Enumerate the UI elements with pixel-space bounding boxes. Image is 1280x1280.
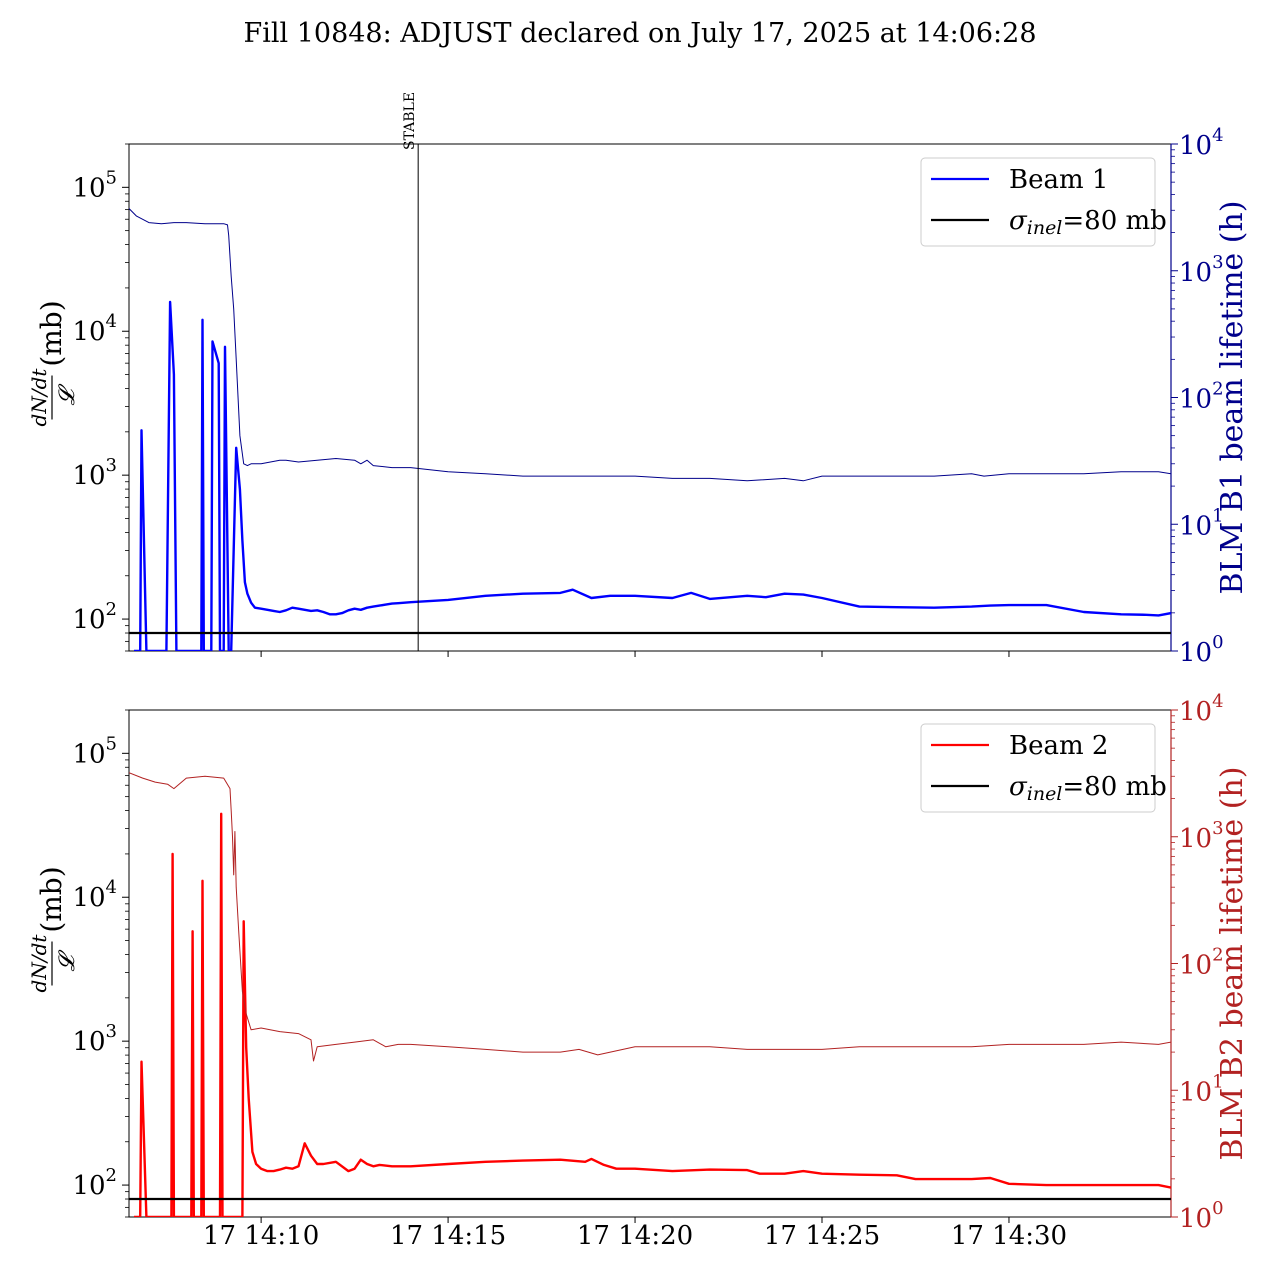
right-y-axis-label: BLM B2 beam lifetime (h) [1215,767,1250,1161]
left-y-tick-label: 104 [72,877,117,913]
legend-label-sigma: σinel=80 mb [1009,206,1167,239]
right-y-axis-label: BLM B1 beam lifetime (h) [1215,201,1250,595]
x-tick-label: 17 14:15 [390,1221,506,1251]
legend: Beam 1 σinel=80 mb [920,157,1167,247]
stable-marker-label: STABLE [402,92,418,150]
y-label-unit: (mb) [35,300,68,366]
right-y-tick-label: 104 [1179,691,1224,727]
legend-label-beam: Beam 2 [1009,731,1108,761]
right-y-tick-label: 100 [1179,1198,1224,1234]
lifetime-series-line [129,772,1171,1062]
left-y-tick-label: 105 [72,167,117,203]
x-tick-label: 17 14:25 [764,1221,880,1251]
left-y-tick-label: 105 [72,733,117,769]
y-label-denominator: 𝓛 [55,950,80,972]
right-y-tick-label: 100 [1179,632,1224,668]
right-y-tick-label: 102 [1179,945,1224,981]
y-label-numerator: dN/dt [27,934,51,993]
lifetime-series-line [129,208,1171,482]
legend: Beam 2 σinel=80 mb [920,723,1167,813]
right-y-tick-label: 104 [1179,125,1224,161]
beam-series-line [134,300,1171,651]
left-y-tick-label: 103 [72,455,117,491]
y-label-unit: (mb) [35,866,68,932]
left-y-tick-label: 102 [72,1165,117,1201]
x-tick-label: 17 14:10 [203,1221,319,1251]
left-y-tick-label: 103 [72,1021,117,1057]
legend-label-sigma: σinel=80 mb [1009,772,1167,805]
x-tick-label: 17 14:20 [577,1221,693,1251]
series-group [129,208,1171,651]
x-tick-label: 17 14:30 [951,1221,1067,1251]
chart-title: Fill 10848: ADJUST declared on July 17, … [243,18,1037,49]
series-group [129,772,1171,1217]
y-label-numerator: dN/dt [27,368,51,427]
legend-label-beam: Beam 1 [1009,165,1108,195]
left-y-tick-label: 102 [72,599,117,635]
beam-series-line [134,812,1171,1217]
y-label-denominator: 𝓛 [55,384,80,406]
left-y-tick-label: 104 [72,311,117,347]
